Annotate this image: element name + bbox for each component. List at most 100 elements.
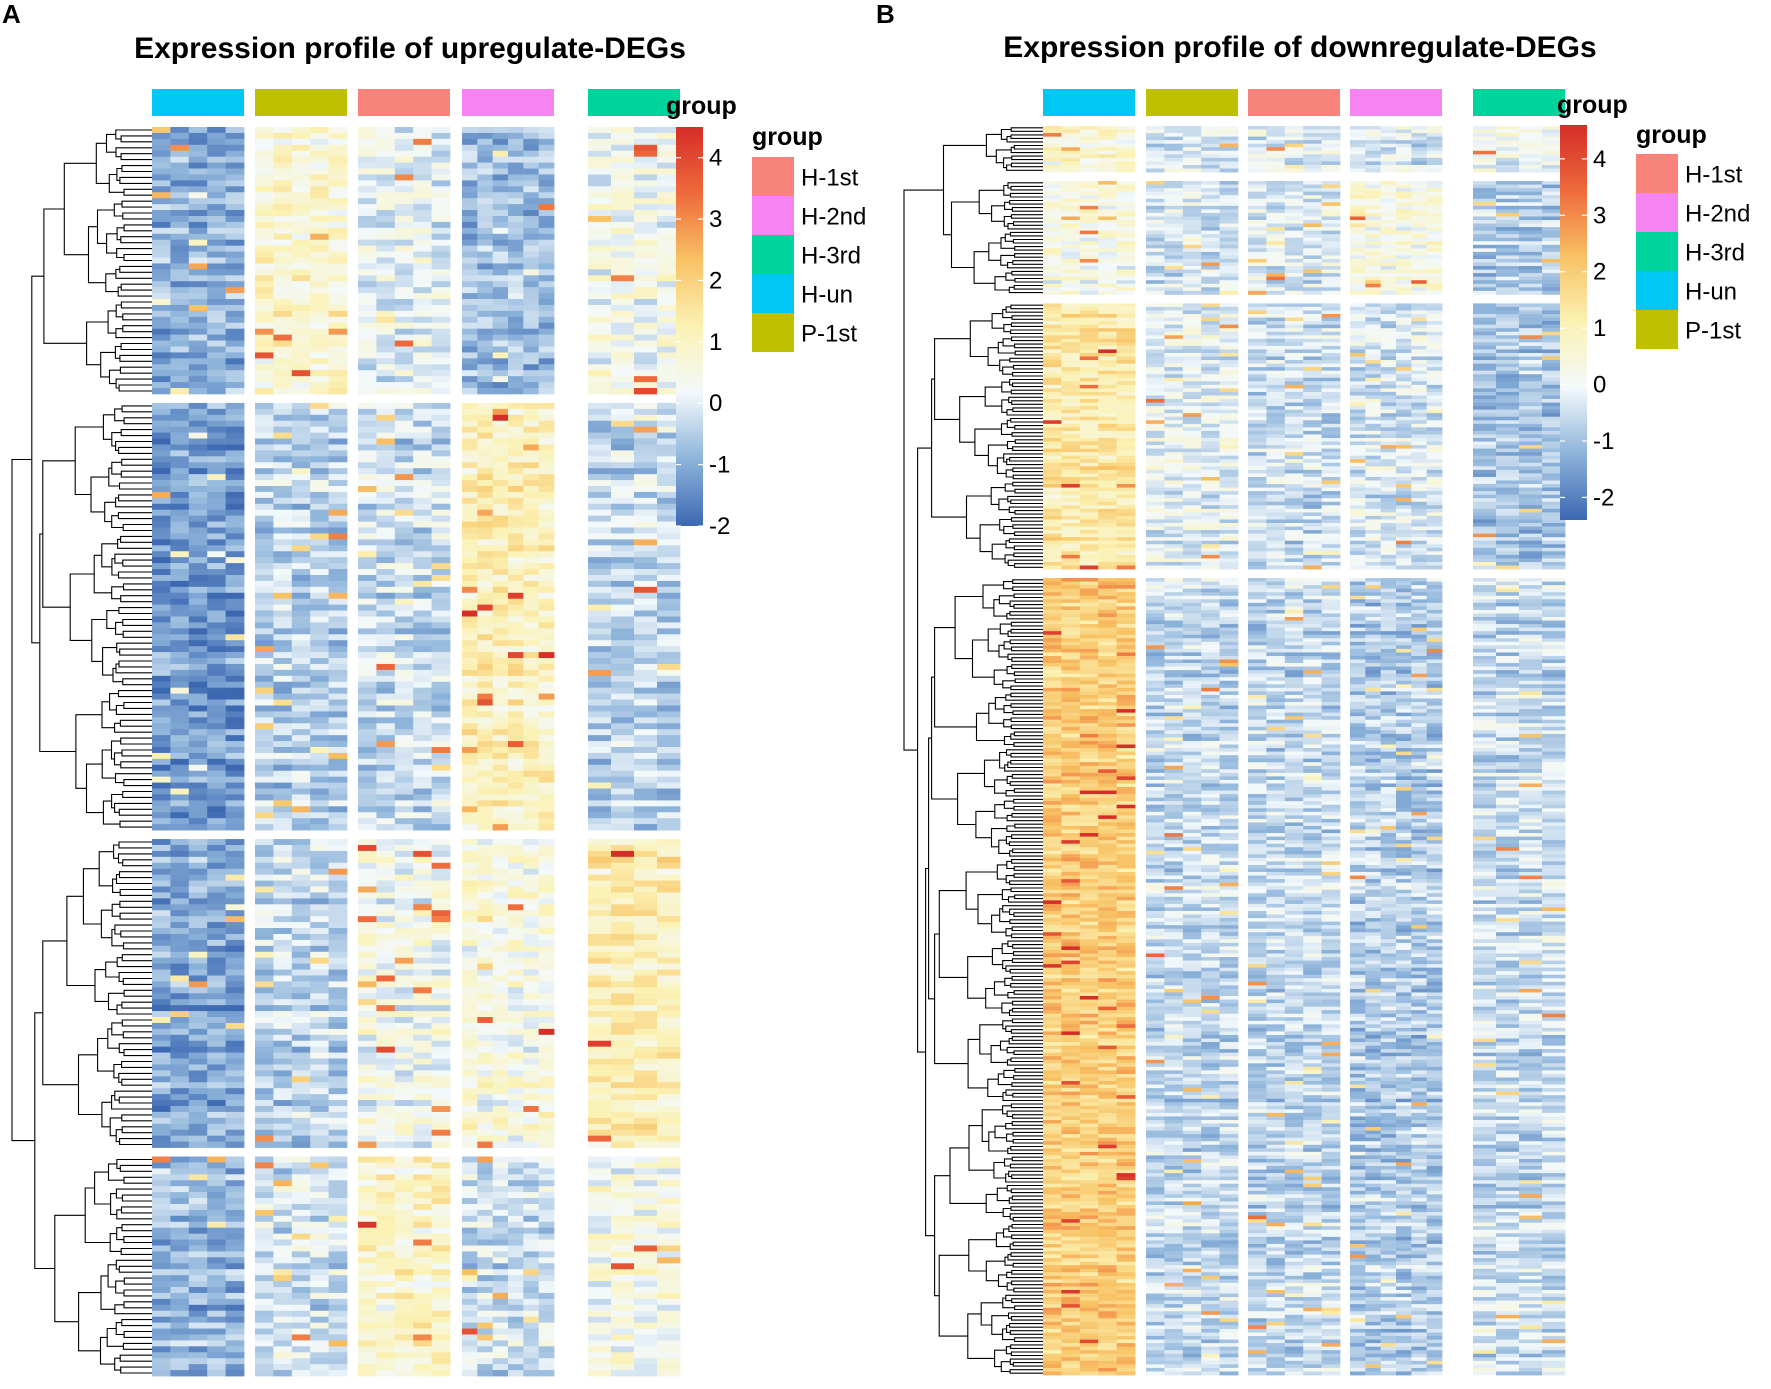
heatmap-cell <box>273 1058 293 1065</box>
heatmap-cell <box>328 1028 348 1036</box>
heatmap-cell <box>225 328 245 336</box>
heatmap-cell <box>255 634 274 641</box>
heatmap-cell <box>225 491 245 499</box>
heatmap-cell <box>328 824 348 831</box>
heatmap-cell <box>657 210 681 217</box>
heatmap-cell <box>588 370 612 377</box>
heatmap-cell <box>413 1233 432 1240</box>
heatmap-cell <box>170 856 190 864</box>
heatmap-cell <box>523 1257 540 1264</box>
heatmap-cell <box>431 1052 451 1059</box>
heatmap-cell <box>394 438 414 445</box>
heatmap-cell <box>152 426 171 433</box>
heatmap-cell <box>188 782 208 789</box>
heatmap-cell <box>492 1064 509 1071</box>
heatmap-cell <box>413 1005 432 1012</box>
heatmap-cell <box>634 1123 658 1131</box>
heatmap-cell <box>152 812 171 819</box>
heatmap-cell <box>588 764 612 772</box>
heatmap-cell <box>611 1174 635 1181</box>
heatmap-cell <box>328 408 348 416</box>
heatmap-cell <box>492 299 509 306</box>
heatmap-cell <box>170 304 190 312</box>
heatmap-cell <box>170 604 190 611</box>
heatmap-cell <box>413 782 432 789</box>
heatmap-cell <box>310 711 329 718</box>
heatmap-cell <box>523 776 540 783</box>
heatmap-cell <box>188 1257 208 1264</box>
heatmap-cell <box>508 233 524 241</box>
heatmap-cell <box>291 1209 311 1217</box>
heatmap-cell <box>477 910 494 917</box>
heatmap-cell <box>588 144 612 152</box>
heatmap-cell <box>588 275 612 282</box>
heatmap-cell <box>492 515 509 522</box>
heatmap-cell <box>273 174 293 181</box>
heatmap-cell <box>188 485 208 493</box>
heatmap-cell <box>358 699 377 706</box>
heatmap-cell <box>477 233 494 241</box>
heatmap-cell <box>634 210 658 217</box>
heatmap-cell <box>207 1269 226 1276</box>
heatmap-cell <box>152 382 171 389</box>
heatmap-cell <box>523 1022 540 1030</box>
heatmap-cell <box>358 551 377 558</box>
heatmap-cell <box>328 687 348 695</box>
heatmap-cell <box>657 987 681 994</box>
heatmap-cell <box>358 127 377 134</box>
heatmap-cell <box>394 569 414 576</box>
heatmap-cell <box>170 251 190 258</box>
heatmap-cell <box>508 1111 524 1119</box>
heatmap-cell <box>634 957 658 965</box>
heatmap-cell <box>170 622 190 629</box>
heatmap-cell <box>523 1186 540 1193</box>
heatmap-cell <box>225 892 245 899</box>
heatmap-cell <box>611 1215 635 1223</box>
heatmap-cell <box>376 752 396 760</box>
heatmap-cell <box>152 192 171 199</box>
heatmap-cell <box>588 527 612 534</box>
heatmap-cell <box>477 886 494 893</box>
heatmap-cell <box>634 1040 658 1048</box>
heatmap-cell <box>255 622 274 629</box>
heatmap-cell <box>657 364 681 371</box>
heatmap-cell <box>225 1129 245 1137</box>
heatmap-cell <box>376 622 396 629</box>
heatmap-cell <box>188 904 208 911</box>
heatmap-cell <box>188 198 208 205</box>
heatmap-cell <box>538 533 555 540</box>
heatmap-cell <box>152 1141 171 1148</box>
heatmap-cell <box>152 491 171 499</box>
heatmap-cell <box>207 628 226 635</box>
heatmap-cell <box>291 1292 311 1300</box>
heatmap-cell <box>207 1156 226 1163</box>
heatmap-cell <box>152 198 171 205</box>
heatmap-cell <box>588 1239 612 1246</box>
heatmap-cell <box>188 1046 208 1053</box>
heatmap-cell <box>273 963 293 970</box>
heatmap-cell <box>413 586 432 594</box>
heatmap-cell <box>394 856 414 864</box>
heatmap-cell <box>188 1322 208 1329</box>
heatmap-cell <box>431 1269 451 1276</box>
heatmap-cell <box>634 251 658 258</box>
heatmap-cell <box>462 186 478 193</box>
heatmap-cell <box>394 933 414 941</box>
heatmap-cell <box>538 328 555 336</box>
heatmap-cell <box>291 1123 311 1131</box>
heatmap-cell <box>310 287 329 294</box>
heatmap-cell <box>225 687 245 695</box>
heatmap-cell <box>273 557 293 564</box>
heatmap-cell <box>523 957 540 965</box>
heatmap-cell <box>413 1034 432 1042</box>
heatmap-cell <box>508 818 524 825</box>
heatmap-cell <box>255 628 274 635</box>
heatmap-cell <box>394 557 414 564</box>
heatmap-cell <box>538 999 555 1006</box>
heatmap-cell <box>255 480 274 487</box>
heatmap-cell <box>477 752 494 760</box>
heatmap-cell <box>170 316 190 324</box>
heatmap-cell <box>188 675 208 683</box>
heatmap-cell <box>291 764 311 772</box>
heatmap-cell <box>492 844 509 852</box>
